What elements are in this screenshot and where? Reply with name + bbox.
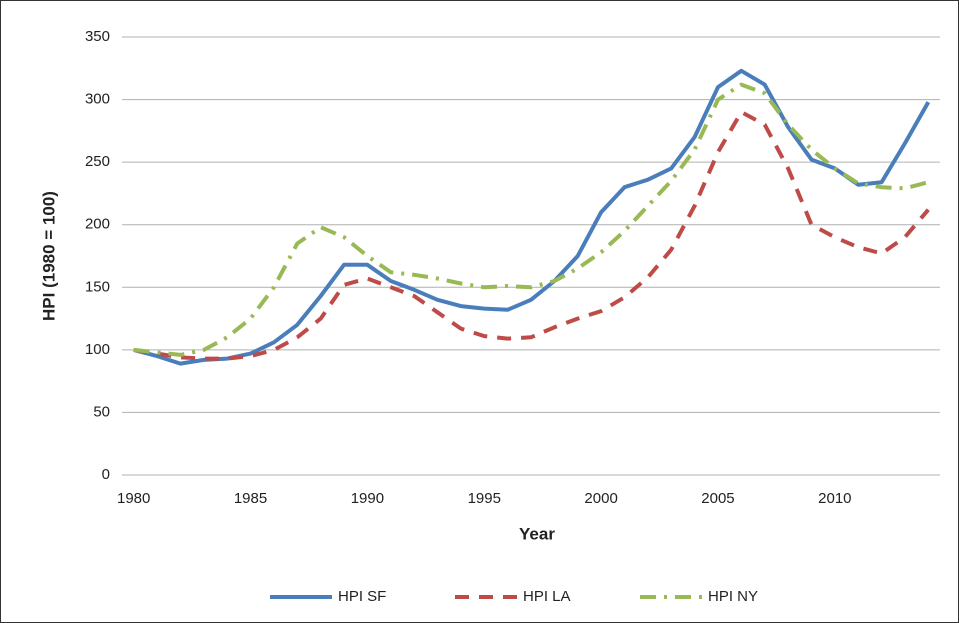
y-tick-label: 150 (85, 278, 110, 295)
x-tick-label: 2005 (701, 490, 734, 507)
y-tick-label: 250 (85, 153, 110, 170)
y-tick-label: 50 (93, 403, 110, 420)
line-series (133, 110, 930, 361)
x-tick-label: 2010 (818, 490, 851, 507)
y-tick-label: 200 (85, 216, 110, 233)
line-series (133, 82, 929, 357)
y-tick-label: 0 (102, 466, 110, 483)
y-axis-label: HPI (1980 = 100) (39, 191, 58, 321)
line-series (133, 68, 931, 366)
legend-label: HPI NY (708, 588, 758, 605)
y-tick-label: 300 (85, 91, 110, 108)
x-tick-label: 1985 (234, 490, 267, 507)
x-tick-label: 1995 (468, 490, 501, 507)
y-tick-label: 100 (85, 341, 110, 358)
x-tick-label: 2000 (584, 490, 617, 507)
legend-label: HPI LA (523, 588, 571, 605)
x-axis-label: Year (519, 524, 555, 543)
y-tick-label: 350 (85, 28, 110, 45)
x-tick-label: 1980 (117, 490, 150, 507)
legend-label: HPI SF (338, 588, 386, 605)
x-tick-label: 1990 (351, 490, 384, 507)
